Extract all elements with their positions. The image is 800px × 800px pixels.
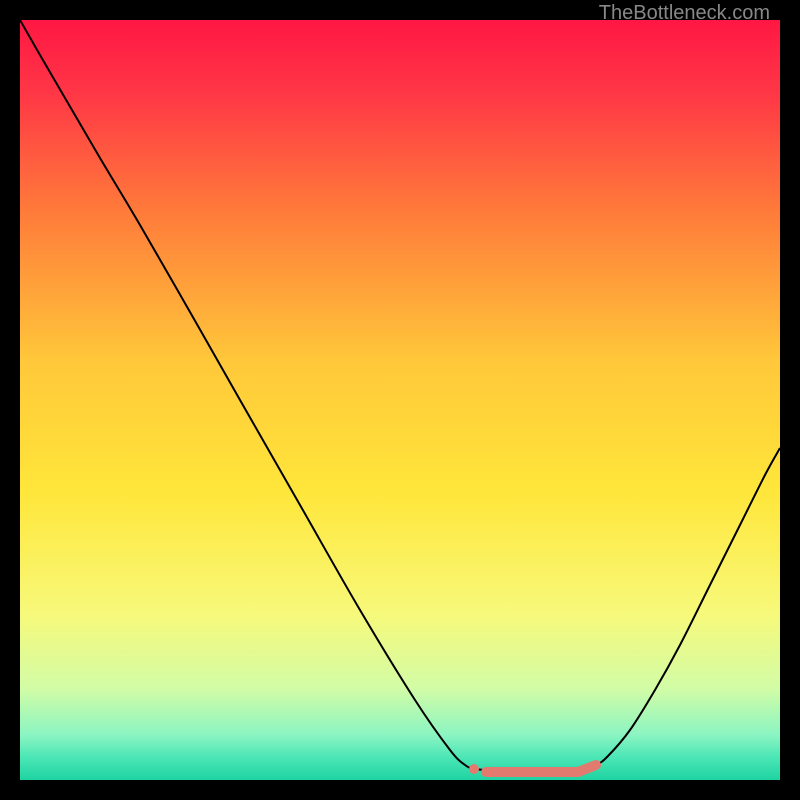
plot-inner xyxy=(20,20,780,780)
plot-gradient xyxy=(20,20,780,780)
chart-frame: TheBottleneck.com xyxy=(0,0,800,800)
plot-area xyxy=(20,20,780,780)
